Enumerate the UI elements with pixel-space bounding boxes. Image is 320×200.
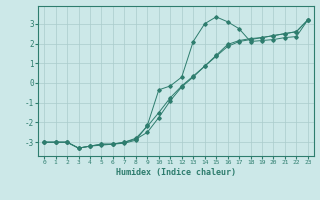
X-axis label: Humidex (Indice chaleur): Humidex (Indice chaleur) [116, 168, 236, 177]
